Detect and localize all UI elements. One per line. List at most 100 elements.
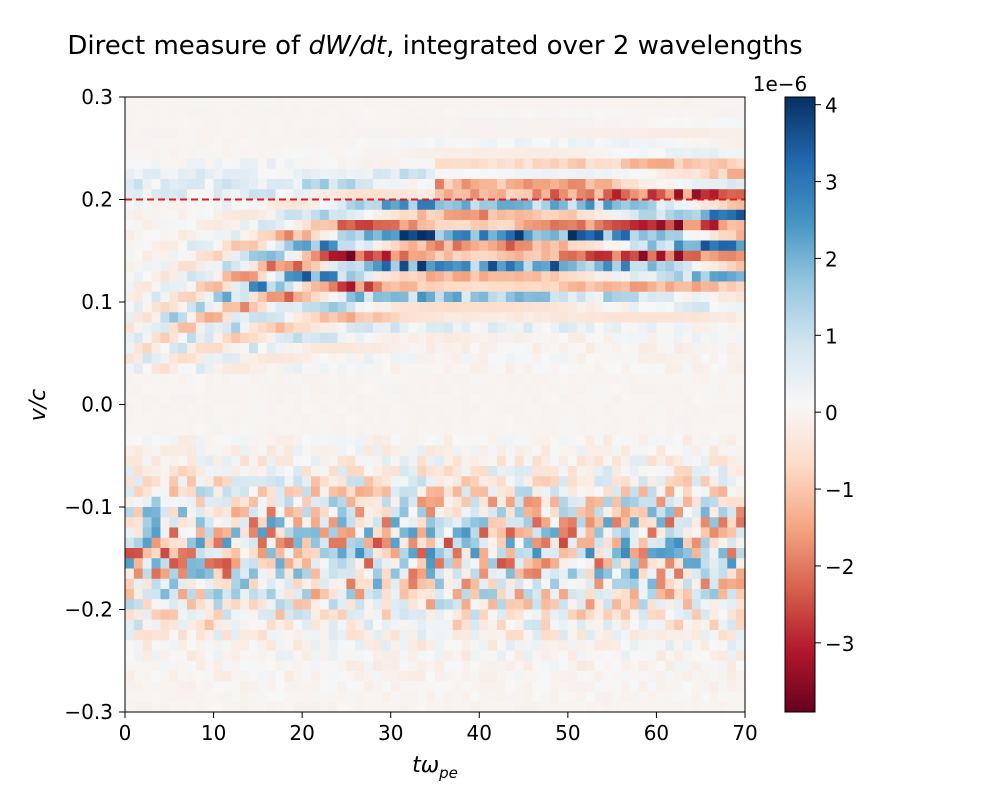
heatmap-cell (550, 619, 560, 631)
heatmap-cell (213, 240, 224, 252)
heatmap-cell (408, 589, 418, 600)
heatmap-cell (302, 619, 312, 631)
heatmap-cell (355, 97, 365, 108)
heatmap-cell (231, 609, 241, 621)
heatmap-cell (187, 404, 197, 416)
heatmap-cell (470, 312, 480, 324)
heatmap-cell (213, 609, 224, 621)
heatmap-cell (399, 455, 410, 467)
heatmap-cell (647, 425, 658, 436)
heatmap-cell (638, 671, 649, 682)
heatmap-cell (178, 394, 188, 406)
heatmap-cell (452, 486, 463, 498)
heatmap-cell (647, 589, 658, 600)
heatmap-cell (178, 332, 188, 344)
heatmap-cell (204, 476, 215, 488)
heatmap-cell (346, 384, 356, 395)
heatmap-cell (505, 179, 516, 190)
heatmap-cell (683, 158, 693, 170)
heatmap-cell (488, 619, 498, 631)
heatmap-cell (576, 496, 587, 508)
heatmap-cell (133, 496, 144, 508)
heatmap-cell (691, 168, 702, 180)
heatmap-cell (497, 548, 507, 559)
heatmap-cell (691, 363, 702, 375)
heatmap-cell (328, 609, 339, 621)
heatmap-cell (284, 199, 294, 211)
heatmap-cell (293, 435, 303, 447)
heatmap-cell (541, 609, 551, 621)
heatmap-cell (266, 291, 277, 303)
heatmap-cell (328, 117, 339, 129)
heatmap-cell (541, 209, 551, 221)
heatmap-cell (576, 455, 587, 467)
heatmap-cell (133, 343, 144, 354)
heatmap-cell (647, 445, 658, 457)
heatmap-cell (647, 363, 658, 375)
heatmap-cell (718, 609, 728, 621)
heatmap-cell (736, 578, 746, 590)
heatmap-cell (381, 507, 392, 518)
heatmap-cell (647, 496, 658, 508)
heatmap-cell (151, 127, 162, 139)
heatmap-cell (488, 138, 498, 149)
heatmap-cell (435, 384, 445, 395)
heatmap-cell (700, 496, 711, 508)
heatmap-cell (266, 353, 277, 365)
heatmap-cell (683, 117, 693, 129)
heatmap-cell (479, 630, 489, 641)
heatmap-cell (187, 486, 197, 498)
heatmap-cell (257, 404, 268, 416)
heatmap-cell (461, 230, 472, 242)
heatmap-cell (187, 107, 197, 119)
heatmap-cell (417, 199, 427, 211)
heatmap-cell (213, 527, 224, 539)
heatmap-cell (399, 425, 410, 436)
heatmap-cell (275, 435, 286, 447)
heatmap-cell (691, 312, 702, 324)
heatmap-cell (727, 373, 737, 385)
heatmap-cell (576, 691, 587, 703)
heatmap-cell (125, 640, 135, 652)
heatmap-cell (700, 691, 711, 703)
heatmap-cell (736, 127, 746, 139)
heatmap-cell (399, 619, 410, 631)
heatmap-cell (461, 640, 472, 652)
heatmap-cell (470, 199, 480, 211)
heatmap-cell (594, 394, 604, 406)
heatmap-cell (603, 517, 613, 529)
heatmap-cell (479, 220, 489, 231)
heatmap-cell (284, 640, 294, 652)
heatmap-cell (293, 527, 303, 539)
heatmap-cell (187, 261, 197, 272)
heatmap-cell (266, 507, 277, 518)
heatmap-cell (284, 671, 294, 682)
heatmap-cell (337, 199, 348, 211)
heatmap-cell (532, 271, 542, 283)
heatmap-cell (709, 117, 720, 129)
heatmap-cell (355, 291, 365, 303)
heatmap-cell (700, 302, 711, 313)
heatmap-cell (266, 630, 277, 641)
heatmap-cell (514, 630, 525, 641)
heatmap-cell (390, 363, 401, 375)
heatmap-cell (160, 97, 170, 108)
heatmap-cell (390, 435, 401, 447)
heatmap-cell (381, 353, 392, 365)
heatmap-cell (302, 527, 312, 539)
heatmap-cell (249, 619, 259, 631)
heatmap-cell (213, 435, 224, 447)
heatmap-cell (541, 527, 551, 539)
heatmap-cell (284, 240, 294, 252)
heatmap-cell (674, 138, 684, 149)
heatmap-cell (470, 281, 480, 293)
heatmap-cell (514, 681, 525, 693)
heatmap-cell (497, 363, 507, 375)
heatmap-cell (240, 189, 250, 201)
heatmap-cell (204, 496, 215, 508)
heatmap-cell (213, 363, 224, 375)
heatmap-cell (302, 681, 312, 693)
heatmap-cell (674, 343, 684, 354)
heatmap-cell (364, 230, 374, 242)
heatmap-cell (328, 199, 339, 211)
